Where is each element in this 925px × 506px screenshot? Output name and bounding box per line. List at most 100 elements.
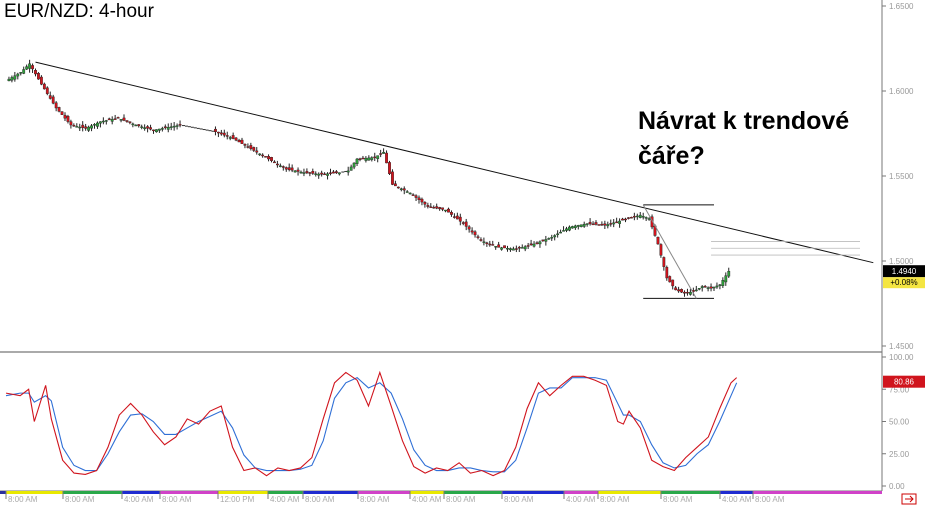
candle-up: [523, 246, 527, 250]
time-scale-segment: [122, 491, 160, 494]
candle-up: [119, 119, 123, 121]
candle-up: [278, 165, 282, 168]
candle-up: [399, 188, 403, 190]
last-price-badge: [883, 265, 925, 278]
candle-up: [78, 126, 82, 129]
candle-down: [455, 215, 459, 220]
time-tick-label: 4:00 AM: [566, 495, 596, 504]
price-tick-label: 1.6000: [889, 87, 914, 96]
candle-down: [479, 239, 483, 241]
candle-down: [432, 206, 436, 209]
candle-down: [632, 215, 636, 218]
candle-down: [624, 218, 627, 221]
trendline[interactable]: [35, 61, 874, 264]
candle-down: [709, 286, 713, 289]
arrow-glyph: [905, 495, 914, 503]
candle-up: [355, 158, 359, 164]
candle-down: [225, 135, 229, 137]
time-scale-segment: [410, 491, 444, 494]
grid: [0, 0, 883, 492]
candle-down: [296, 169, 300, 172]
annotation-line-1: Návrat k trendové: [638, 107, 850, 135]
price-pane[interactable]: [7, 59, 874, 299]
candle-down: [284, 167, 288, 170]
candle-up: [689, 291, 692, 295]
candle-up: [565, 228, 568, 231]
candle-down: [57, 107, 61, 112]
candle-down: [396, 186, 400, 189]
candle-down: [54, 102, 58, 109]
candle-down: [488, 243, 492, 246]
annotation-text: Návrat k trendové čáře?: [638, 104, 849, 174]
candle-down: [420, 198, 424, 203]
candle-up: [166, 127, 170, 130]
time-tick-label: 8:00 AM: [8, 495, 38, 504]
candle-up: [28, 63, 31, 69]
candle-down: [48, 95, 52, 99]
candle-up: [104, 120, 108, 122]
candle-down: [588, 221, 592, 225]
candle-down: [464, 221, 468, 227]
candle-up: [550, 236, 554, 239]
candle-down: [535, 242, 539, 244]
candle-up: [134, 124, 138, 127]
candle-up: [87, 126, 91, 131]
time-axis: 8:00 AM 8:00 AM 4:00 AM 8:00 AM 12:00 PM 4:00…: [0, 491, 917, 505]
candle-down: [491, 244, 495, 246]
candle-down: [276, 163, 279, 166]
candle-down: [388, 162, 391, 174]
candle-down: [594, 222, 598, 225]
time-scale-segment: [661, 491, 720, 494]
stoch-tick-label: 25.00: [889, 450, 910, 459]
candle-up: [509, 248, 512, 251]
candle-up: [582, 223, 586, 227]
annotation-line-2: čáře?: [638, 142, 705, 170]
change-label: +0.08%: [890, 278, 917, 287]
candle-down: [674, 287, 678, 291]
candle-down: [290, 167, 294, 171]
candle-up: [576, 225, 580, 227]
candle-up: [712, 286, 716, 289]
candle-up: [571, 226, 574, 229]
candle-down: [541, 239, 545, 242]
candle-down: [51, 96, 55, 104]
stoch-k-line: [5, 370, 738, 477]
candle-up: [579, 224, 583, 227]
candle-down: [361, 157, 365, 160]
candle-up: [727, 271, 731, 277]
stoch-value-label: 80.86: [894, 378, 915, 387]
time-tick-label: 12:00 PM: [220, 495, 255, 504]
candle-down: [435, 206, 439, 209]
candle-up: [299, 171, 303, 174]
candle-up: [302, 172, 306, 174]
candle-down: [529, 243, 533, 246]
candle-down: [267, 156, 270, 160]
candle-up: [169, 126, 173, 128]
price-tick-label: 1.6500: [889, 2, 914, 11]
candle-up: [258, 153, 262, 156]
candle-down: [485, 242, 489, 245]
candle-down: [249, 145, 253, 150]
candle-down: [429, 206, 433, 208]
candle-down: [373, 156, 377, 159]
candle-down: [240, 139, 244, 144]
candle-up: [352, 162, 356, 168]
candle-up: [293, 170, 297, 173]
candle-up: [618, 220, 622, 224]
candle-up: [647, 218, 651, 220]
candle-up: [635, 215, 639, 218]
time-scale-segment: [358, 491, 410, 494]
candle-down: [467, 226, 471, 230]
candle-down: [84, 126, 88, 129]
candle-up: [228, 137, 232, 139]
candle-up: [408, 192, 412, 195]
candle-up: [131, 123, 135, 126]
candle-down: [81, 124, 85, 128]
stochastic-pane[interactable]: [5, 370, 738, 477]
candle-up: [641, 216, 645, 218]
candle-down: [358, 158, 362, 160]
candle-down: [591, 223, 595, 226]
candle-down: [163, 126, 167, 129]
candle-up: [7, 78, 11, 82]
